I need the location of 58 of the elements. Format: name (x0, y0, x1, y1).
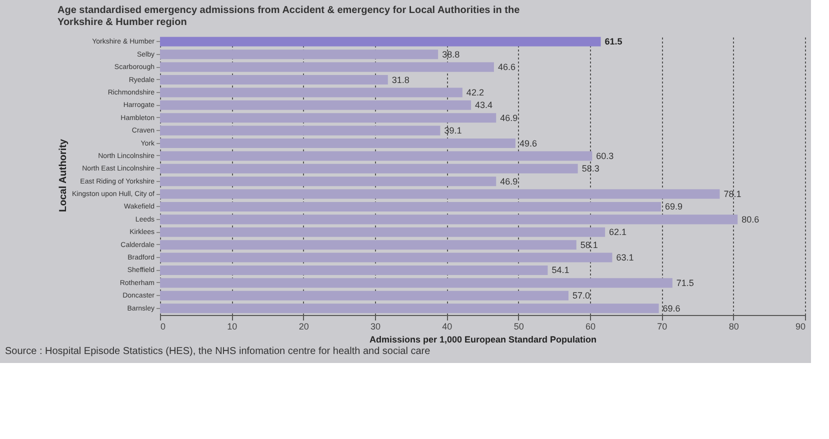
bar (160, 227, 606, 237)
bar (160, 265, 548, 275)
x-tick-label: 70 (657, 322, 668, 332)
data-label: 58.1 (580, 240, 598, 250)
bar (160, 113, 496, 123)
x-tick-label: 50 (514, 322, 524, 332)
bar (160, 202, 661, 212)
data-label: 39.1 (444, 126, 462, 136)
data-label: 63.1 (616, 252, 634, 263)
data-label: 43.4 (475, 100, 493, 110)
source-note: Source : Hospital Episode Statistics (HES), the NHS infomation centre for health and social care (5, 346, 431, 357)
bar (160, 176, 496, 186)
bar (160, 36, 601, 46)
bar (160, 278, 672, 288)
data-label: 78.1 (724, 189, 742, 200)
bar (160, 88, 462, 98)
y-axis-title: Local Authority (58, 138, 70, 212)
x-tick-label: 40 (442, 322, 452, 332)
bar (160, 214, 738, 224)
x-tick-label: 10 (227, 322, 238, 332)
x-tick-label: 90 (795, 322, 806, 332)
data-label: 69.6 (662, 303, 680, 314)
data-label: 31.8 (392, 74, 410, 85)
data-label: 46.6 (498, 62, 516, 72)
bar (160, 75, 388, 85)
data-label: 62.1 (609, 227, 627, 238)
data-label: 71.5 (676, 278, 694, 288)
data-label: 42.2 (466, 87, 484, 98)
data-label: 49.6 (519, 138, 537, 148)
x-tick-label: 80 (728, 322, 739, 332)
data-label: 57.0 (572, 290, 590, 301)
data-label: 58.3 (582, 164, 600, 174)
x-tick-label: 30 (370, 322, 381, 332)
data-label: 69.9 (664, 202, 682, 212)
data-label: 54.1 (552, 265, 570, 276)
data-label: 61.5 (604, 36, 622, 47)
bar (160, 50, 438, 60)
data-label: 60.3 (596, 150, 614, 161)
bar (160, 62, 494, 72)
data-label: 46.9 (500, 112, 518, 123)
bar (160, 164, 578, 174)
chart-title: Age standardised emergency admissions from Accident & emergency for Local Authorities in the Yorkshire & Humber region (58, 5, 520, 28)
x-tick-label: 20 (298, 322, 309, 332)
bar (160, 126, 440, 136)
x-axis-title: Admissions per 1,000 European Standard Population (369, 334, 597, 344)
bar (160, 240, 576, 250)
data-label: 46.9 (500, 176, 518, 186)
bar (160, 138, 516, 148)
bar (160, 151, 592, 161)
bar (160, 304, 659, 314)
x-tick-label: 0 (160, 322, 166, 332)
bar (160, 100, 472, 110)
bar (160, 290, 568, 300)
bar (160, 252, 612, 262)
x-tick-label: 60 (585, 322, 596, 332)
data-label: 80.6 (742, 214, 760, 224)
bar (160, 189, 720, 199)
data-label: 38.8 (442, 49, 460, 60)
